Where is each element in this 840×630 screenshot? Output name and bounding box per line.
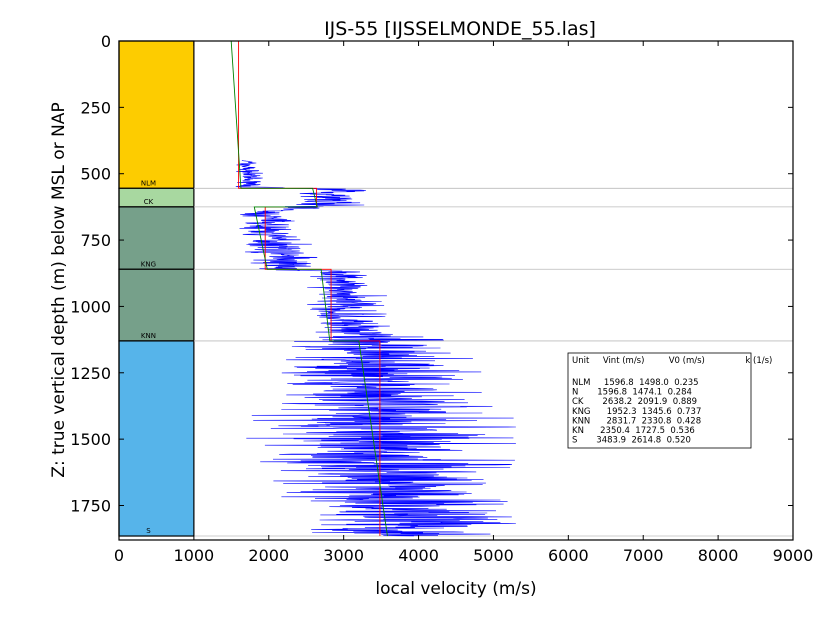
x-axis-label: local velocity (m/s) [375,579,536,599]
x-tick-label: 1000 [174,546,215,565]
unit-label-kng: KNG [141,260,156,268]
x-axis-ticks: 0 1000 2000 3000 4000 5000 6000 7000 8000 9000 [114,41,813,565]
y-tick-label: 1000 [70,297,111,316]
unit-label-ck: CK [144,198,154,206]
x-tick-label: 8000 [698,546,739,565]
unit-label-nlm: NLM [141,179,156,187]
unit-block-knn [118,268,195,342]
table-row: CK 2638.2 2091.9 0.889 [572,397,697,407]
unit-block-kng [118,206,195,270]
table-row: S 3483.9 2614.8 0.520 [572,436,691,446]
y-axis-label: Z: true vertical depth (m) below MSL or … [49,102,69,477]
y-tick-label: 500 [80,165,111,184]
y-tick-label: 1750 [70,496,111,515]
y-tick-label: 250 [80,98,111,117]
unit-block-ck [118,187,195,208]
y-tick-label: 750 [80,231,111,250]
unit-label-knn: KNN [141,332,156,340]
unit-block-s [118,340,195,537]
plot-frame [118,40,794,541]
table-row: KN 2350.4 1727.5 0.536 [572,426,695,436]
table-header: Unit Vint (m/s) V0 (m/s) k (1/s) [572,356,772,366]
table-row: KNG 1952.3 1345.6 0.737 [572,407,701,417]
x-tick-label: 3000 [323,546,364,565]
x-tick-label: 9000 [773,546,814,565]
x-tick-label: 2000 [248,546,289,565]
unit-table: Unit Vint (m/s) V0 (m/s) k (1/s) NLM 1596… [567,352,772,449]
table-row: KNN 2831.7 2330.8 0.428 [572,416,701,426]
stratigraphic-column: NLM CK KNG KNN S [118,40,195,537]
y-tick-label: 1250 [70,364,111,383]
table-box [567,352,752,449]
y-tick-label: 0 [101,32,111,51]
unit-label-s: S [146,527,151,535]
x-tick-label: 6000 [548,546,589,565]
y-axis-ticks: 0 250 500 750 1000 1250 1500 1750 [70,32,793,515]
x-tick-label: 4000 [398,546,439,565]
x-tick-label: 5000 [473,546,514,565]
v0-k-model-line [230,40,388,537]
velocity-model-lines [230,40,388,537]
chart-title: IJS-55 [IJSSELMONDE_55.las] [324,18,596,40]
x-tick-label: 0 [114,546,124,565]
table-row: N 1596.8 1474.1 0.284 [572,388,692,398]
table-row: NLM 1596.8 1498.0 0.235 [572,378,699,388]
x-tick-label: 7000 [623,546,664,565]
y-tick-label: 1500 [70,430,111,449]
unit-block-nlm [118,40,195,189]
